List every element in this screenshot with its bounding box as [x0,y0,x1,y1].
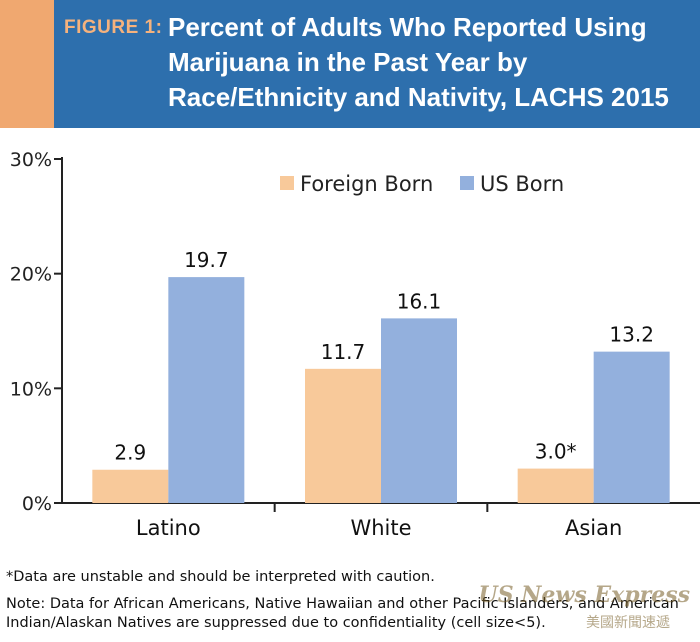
header-accent-bar [0,0,54,128]
bar-chart: 0% 10% 20% 30% 2.9 19.7 Latino 11.7 16.1 White 3.0… [10,149,700,540]
legend-label: Foreign Born [300,172,433,196]
note: Note: Data for African Americans, Native… [6,596,679,631]
y-tick-label: 0% [22,493,52,515]
bar-value-label: 3.0* [535,440,577,464]
bar-value-label: 2.9 [114,441,146,465]
figure-label: FIGURE 1: [64,17,163,38]
bar-foreign-born [92,469,169,503]
bar-value-label: 19.7 [184,248,229,272]
x-category-label: White [350,516,411,540]
bar-us-born [168,277,245,503]
x-category-label: Latino [136,516,201,540]
footnote: *Data are unstable and should be interpr… [6,569,435,585]
legend-label: US Born [480,172,564,196]
y-tick-label: 10% [10,378,52,400]
bar-value-label: 13.2 [609,323,654,347]
watermark-subtitle: 美國新聞速遞 [586,615,670,631]
bar-foreign-born [305,368,381,503]
bar-value-label: 11.7 [321,340,366,364]
bar-foreign-born [517,468,594,503]
bar-us-born [381,318,457,503]
legend-swatch [460,176,474,190]
legend-swatch [280,176,294,190]
y-tick-label: 30% [10,149,52,171]
watermark-logo: US News Express [478,582,690,608]
y-tick-label: 20% [10,264,52,286]
bar-value-label: 16.1 [397,289,442,313]
x-category-label: Asian [565,516,622,540]
bar-us-born [593,351,670,503]
figure-title: Percent of Adults Who Reported Using Mar… [168,12,669,112]
figure-header: FIGURE 1: Percent of Adults Who Reported… [0,0,700,128]
